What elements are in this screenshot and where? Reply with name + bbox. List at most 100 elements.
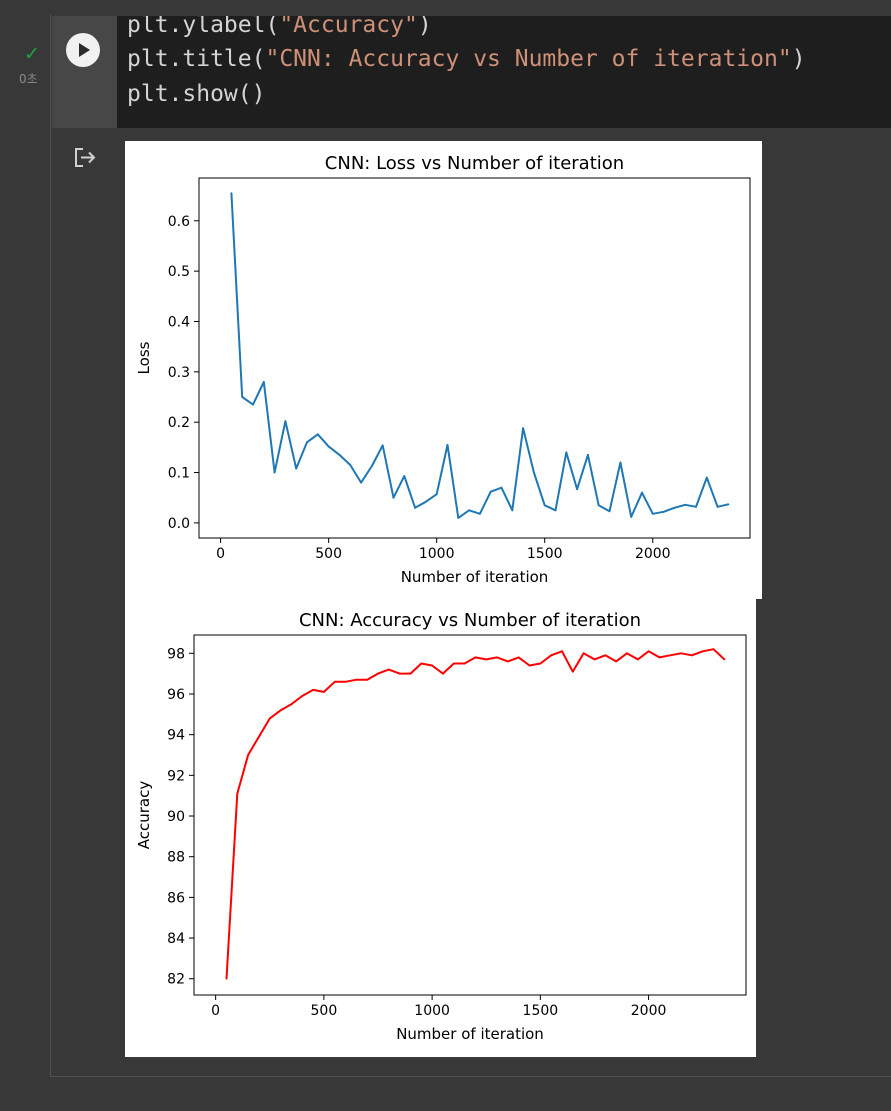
loss-data-point	[252, 403, 254, 406]
accuracy-data-point	[333, 680, 336, 683]
loss-data-point	[641, 491, 643, 494]
accuracy-data-point	[669, 654, 672, 657]
accuracy-y-tick-label: 86	[167, 890, 185, 906]
accuracy-data-point	[496, 656, 498, 659]
accuracy-data-point	[680, 652, 682, 655]
accuracy-data-point	[571, 670, 574, 673]
loss-data-point	[230, 192, 233, 194]
accuracy-data-point	[420, 662, 423, 665]
loss-data-point	[684, 503, 687, 506]
accuracy-data-point	[442, 672, 444, 675]
loss-data-point	[403, 475, 406, 477]
loss-y-tick-label: 0.5	[168, 264, 190, 280]
code-line: plt.show()	[127, 81, 266, 107]
loss-data-point	[554, 509, 557, 512]
loss-data-point	[716, 505, 719, 508]
loss-data-point	[435, 493, 438, 496]
accuracy-data-point	[387, 668, 390, 671]
loss-data-point	[349, 464, 352, 466]
accuracy-x-tick-label: 500	[311, 1003, 338, 1019]
loss-data-point	[543, 504, 546, 507]
loss-data-point	[295, 467, 298, 470]
output-icon[interactable]	[73, 147, 99, 169]
loss-data-point	[576, 488, 578, 491]
accuracy-x-tick-label: 1000	[414, 1003, 450, 1019]
loss-data-point	[316, 433, 319, 436]
accuracy-data-point	[507, 660, 509, 663]
loss-data-point	[533, 471, 535, 474]
loss-x-axis-label: Number of iteration	[401, 568, 549, 586]
loss-data-point	[425, 500, 427, 503]
code-line: plt.title("CNN: Accuracy vs Number of it…	[127, 46, 806, 72]
accuracy-data-point	[431, 664, 433, 667]
loss-data-point	[522, 427, 524, 430]
loss-data-point	[273, 471, 276, 474]
loss-x-tick-label: 0	[216, 546, 225, 562]
loss-chart-svg: 0 500 1000 1500 2000 0.0 0.1 0.2 0.3 0.4 0.5 0.6 CNN…	[135, 153, 751, 586]
accuracy-data-point	[528, 664, 531, 667]
accuracy-chart-title: CNN: Accuracy vs Number of iteration	[299, 610, 641, 631]
accuracy-y-tick-label: 84	[167, 931, 185, 947]
loss-y-tick-label: 0.1	[168, 466, 190, 482]
code-line: plt.ylabel("Accuracy")	[127, 16, 432, 38]
loss-series-line	[230, 193, 729, 519]
loss-x-tick-label: 2000	[635, 546, 671, 562]
accuracy-y-tick-label: 98	[167, 646, 185, 662]
accuracy-data-point	[409, 672, 412, 675]
accuracy-data-point	[366, 678, 369, 681]
loss-data-point	[392, 496, 395, 499]
loss-data-point	[630, 516, 633, 518]
loss-y-tick-label: 0.4	[168, 314, 190, 330]
loss-data-point	[306, 441, 308, 444]
accuracy-x-axis-label: Number of iteration	[396, 1025, 544, 1043]
accuracy-x-tick-label: 0	[211, 1003, 220, 1019]
loss-data-point	[500, 486, 503, 489]
code-editor[interactable]: plt.ylabel("Accuracy") plt.title("CNN: A…	[117, 16, 891, 128]
accuracy-data-point	[485, 658, 488, 661]
accuracy-y-tick-label: 90	[167, 809, 185, 825]
loss-data-point	[468, 509, 470, 512]
loss-y-tick-label: 0.6	[168, 214, 190, 230]
accuracy-series-line	[225, 648, 726, 979]
accuracy-data-point	[550, 654, 553, 657]
loss-chart-title: CNN: Loss vs Number of iteration	[325, 153, 624, 174]
accuracy-y-tick-label: 82	[167, 972, 185, 988]
accuracy-data-point	[615, 660, 617, 663]
accuracy-data-point	[593, 658, 596, 661]
loss-data-point	[565, 451, 568, 454]
loss-data-point	[327, 445, 330, 448]
accuracy-data-point	[626, 652, 628, 655]
accuracy-data-point	[723, 658, 726, 661]
accuracy-data-point	[236, 792, 239, 795]
loss-x-tick-label: 500	[315, 546, 342, 562]
loss-data-point	[446, 444, 449, 446]
accuracy-x-tick-label: 2000	[631, 1003, 667, 1019]
accuracy-y-tick-label: 92	[167, 768, 185, 784]
accuracy-data-point	[658, 656, 661, 659]
loss-y-tick-label: 0.3	[168, 365, 190, 381]
accuracy-plot: 0 500 1000 1500 2000 82 84 86 88 90 92 94 96 98 CNN: A…	[125, 599, 756, 1057]
accuracy-y-tick-label: 96	[167, 687, 185, 703]
accuracy-data-point	[301, 695, 304, 697]
loss-data-point	[371, 465, 373, 467]
accuracy-y-tick-label: 94	[167, 728, 185, 744]
cell-gutter: ✓ 0초	[0, 14, 50, 1076]
loss-data-point	[695, 505, 697, 508]
accuracy-data-point	[225, 977, 228, 980]
loss-data-point	[511, 509, 514, 512]
accuracy-data-point	[463, 662, 466, 665]
accuracy-data-point	[355, 678, 358, 681]
loss-data-point	[662, 510, 665, 513]
accuracy-y-axis-label: Accuracy	[135, 781, 153, 850]
loss-data-point	[457, 517, 460, 519]
accuracy-data-point	[701, 650, 704, 653]
accuracy-data-point	[258, 735, 260, 738]
play-icon[interactable]	[66, 33, 100, 67]
loss-data-point	[587, 454, 589, 456]
loss-data-point	[619, 461, 622, 464]
accuracy-data-point	[268, 717, 271, 720]
top-toolbar-strip	[0, 0, 891, 15]
loss-y-axis-label: Loss	[135, 341, 153, 374]
loss-data-point	[489, 490, 492, 493]
accuracy-data-point	[712, 648, 715, 651]
